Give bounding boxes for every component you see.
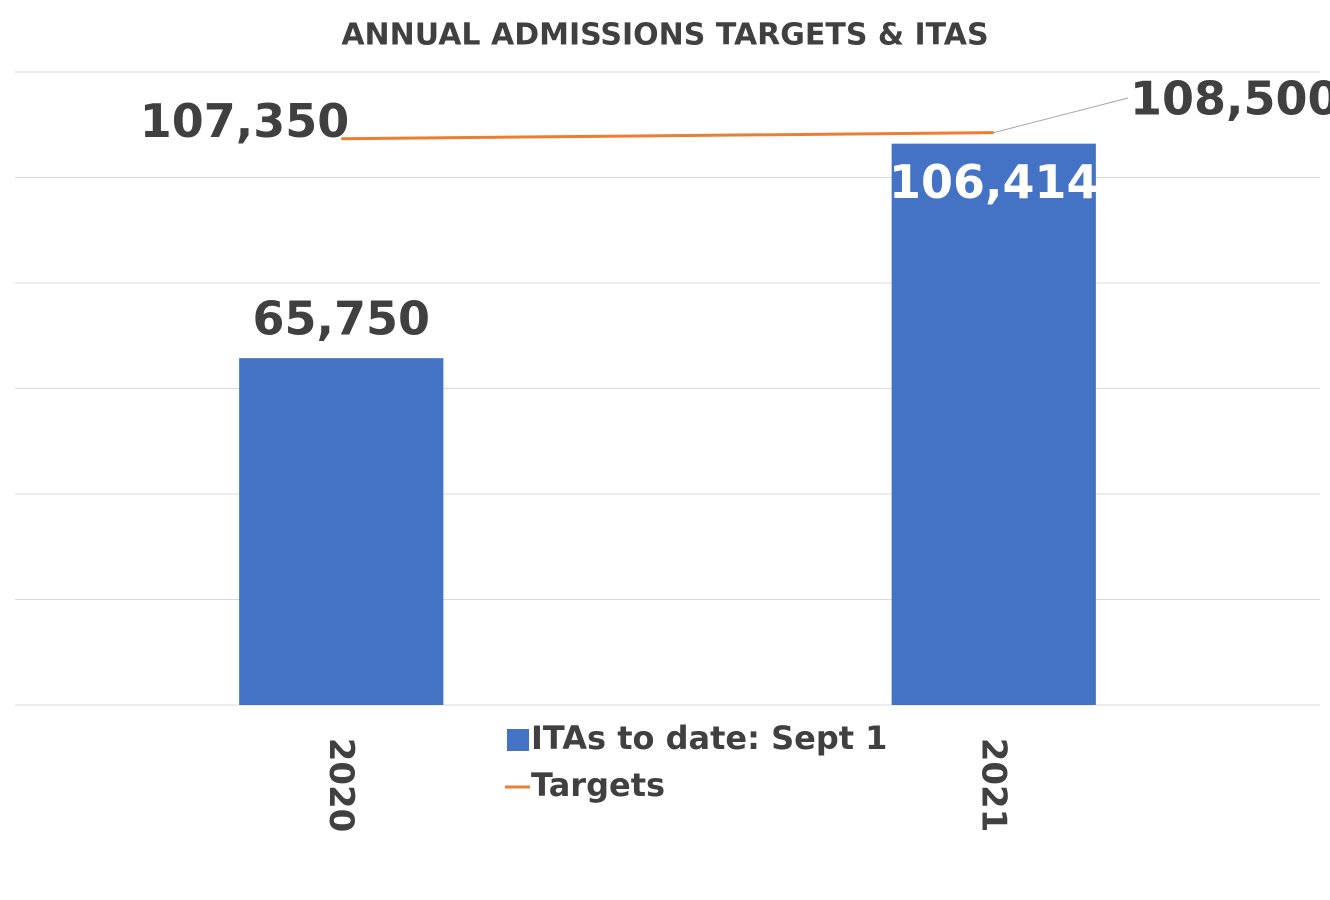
chart-title: ANNUAL ADMISSIONS TARGETS & ITAS <box>341 18 988 53</box>
x-tick-label: 2020 <box>321 738 361 833</box>
x-tick-label: 2021 <box>973 738 1013 833</box>
data-label: 107,350 <box>140 94 350 148</box>
bar <box>239 358 444 705</box>
line <box>341 131 994 141</box>
legend-swatch <box>507 729 529 751</box>
leader-line <box>993 97 1129 134</box>
data-label: 106,414 <box>889 155 1099 209</box>
legend-label: ITAs to date: Sept 1 <box>531 719 887 757</box>
data-label: 65,750 <box>252 292 430 346</box>
data-label: 108,500 <box>1130 72 1330 126</box>
legend-label: Targets <box>531 766 665 804</box>
bar <box>891 143 1096 706</box>
